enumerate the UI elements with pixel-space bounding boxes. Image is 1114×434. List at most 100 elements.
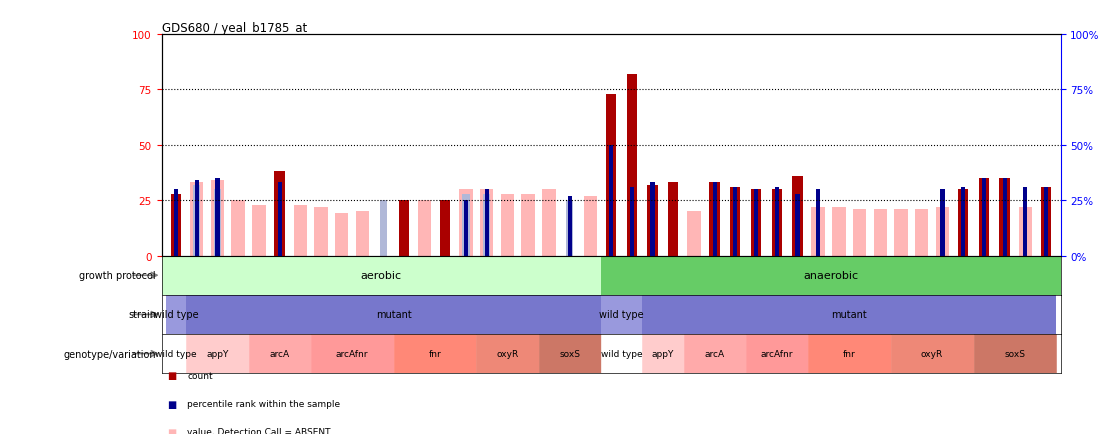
Text: GDS680 / yeal_b1785_at: GDS680 / yeal_b1785_at [162,22,306,35]
Bar [248,334,311,373]
Text: mutant: mutant [831,310,867,319]
Text: aerobic: aerobic [361,271,402,280]
Bar [538,334,600,373]
Text: value, Detection Call = ABSENT: value, Detection Call = ABSENT [187,427,331,434]
Bar [642,295,1056,334]
Bar [1024,187,1027,256]
Bar [584,196,597,256]
Bar [961,187,965,256]
Bar [399,201,409,256]
Bar [853,210,867,256]
Bar [981,179,986,256]
Bar [808,334,891,373]
Bar [294,205,307,256]
Bar [190,183,204,256]
Bar [232,201,245,256]
Bar [772,190,782,256]
Bar [600,334,642,373]
Bar [895,210,908,256]
Bar [811,207,824,256]
Text: percentile rank within the sample: percentile rank within the sample [187,399,340,408]
Bar [745,334,808,373]
Bar [609,145,613,256]
Bar [459,190,472,256]
Bar [1018,207,1032,256]
Bar [979,179,989,256]
Bar [600,295,642,334]
Text: count: count [187,371,213,380]
Bar [873,210,887,256]
Text: ■: ■ [167,371,176,380]
Bar [774,187,779,256]
Bar [521,194,535,256]
Text: soxS: soxS [1005,349,1026,358]
Text: wild type: wild type [155,349,197,358]
Text: strain: strain [128,310,156,319]
Bar [314,207,328,256]
Text: arcA: arcA [270,349,290,358]
Bar [355,212,369,256]
Text: wild type: wild type [154,310,198,319]
Bar [891,334,974,373]
Bar [936,207,949,256]
Bar [477,334,538,373]
Bar [730,187,741,256]
Text: fnr: fnr [429,349,441,358]
Bar [215,179,219,256]
Bar [311,334,393,373]
Text: wild type: wild type [600,349,642,358]
Bar [193,185,201,256]
Bar [1044,187,1048,256]
Bar [940,190,945,256]
Bar [195,181,198,256]
Text: arcAfnr: arcAfnr [761,349,793,358]
Bar [483,194,490,256]
Bar [463,201,468,256]
Text: appY: appY [652,349,674,358]
Bar [462,194,470,256]
Bar [733,187,737,256]
Text: arcA: arcA [704,349,725,358]
Bar [440,201,450,256]
Bar [999,179,1009,256]
Bar [566,201,574,256]
Bar [642,334,684,373]
Bar [687,212,701,256]
Text: genotype/variation: genotype/variation [63,349,156,358]
Bar [543,190,556,256]
Bar [754,190,759,256]
Text: oxyR: oxyR [921,349,944,358]
Bar [393,334,477,373]
Bar [485,190,489,256]
Bar [274,172,285,256]
Text: oxyR: oxyR [497,349,519,358]
Text: arcAfnr: arcAfnr [335,349,369,358]
Bar [170,194,182,256]
Bar [713,183,716,256]
Bar [832,207,846,256]
Bar [958,190,968,256]
Bar [629,187,634,256]
Bar [606,95,616,256]
Bar [186,334,248,373]
Bar [418,201,431,256]
Text: fnr: fnr [843,349,856,358]
Bar [974,334,1056,373]
Text: mutant: mutant [375,310,411,319]
Bar [684,334,745,373]
Bar [335,214,349,256]
Bar [252,205,265,256]
Bar [1003,179,1007,256]
Bar [792,176,802,256]
Text: growth protocol: growth protocol [79,271,156,280]
Bar [174,190,178,256]
Text: wild type: wild type [599,310,644,319]
Bar [915,210,928,256]
Bar [277,183,282,256]
Bar [214,190,221,256]
Text: appY: appY [206,349,228,358]
Text: soxS: soxS [559,349,580,358]
Bar [480,190,494,256]
Bar [186,295,600,334]
Bar [166,295,186,334]
